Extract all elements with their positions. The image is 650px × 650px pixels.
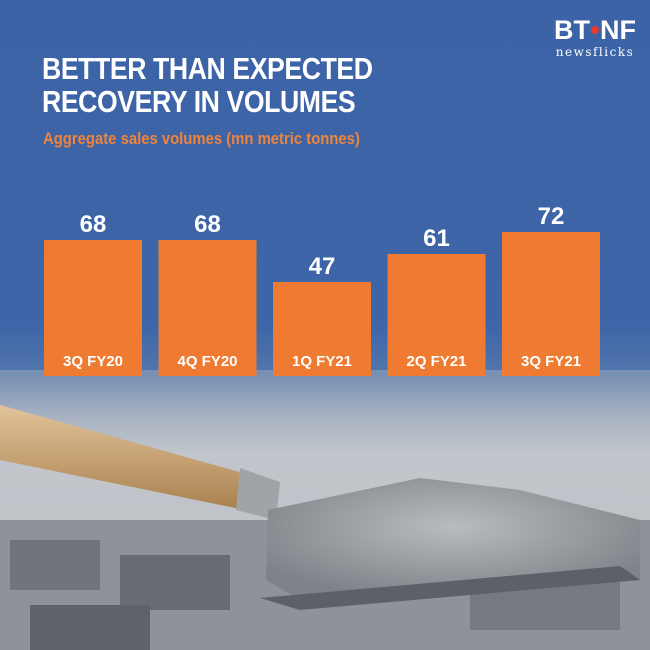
bar-3q-fy21 [502,232,600,376]
data-label: 68 [194,211,221,238]
category-label: 1Q FY21 [292,353,352,370]
brand-mark: BT NF [554,15,636,45]
category-label: 3Q FY21 [521,353,581,370]
bar-2q-fy21 [387,254,486,376]
cement-trowel-photo [0,370,650,650]
bar-4q-fy20 [158,240,257,376]
bar-3q-fy20 [44,240,142,376]
data-label: 47 [309,253,336,280]
category-label: 4Q FY20 [177,353,237,370]
brand-logo: BT NF newsflicks [552,16,638,59]
brand-subtext: newsflicks [555,45,635,59]
bar-1q-fy21 [273,282,371,376]
chart-subtitle: Aggregate sales volumes (mn metric tonne… [43,130,360,148]
page-title: BETTER THAN EXPECTED RECOVERY IN VOLUMES [42,51,373,119]
brand-dot-icon [591,26,599,35]
category-label: 3Q FY20 [63,353,123,370]
data-label: 72 [538,203,565,230]
data-label: 61 [423,225,450,252]
category-label: 2Q FY21 [406,353,466,370]
data-label: 68 [80,211,107,238]
